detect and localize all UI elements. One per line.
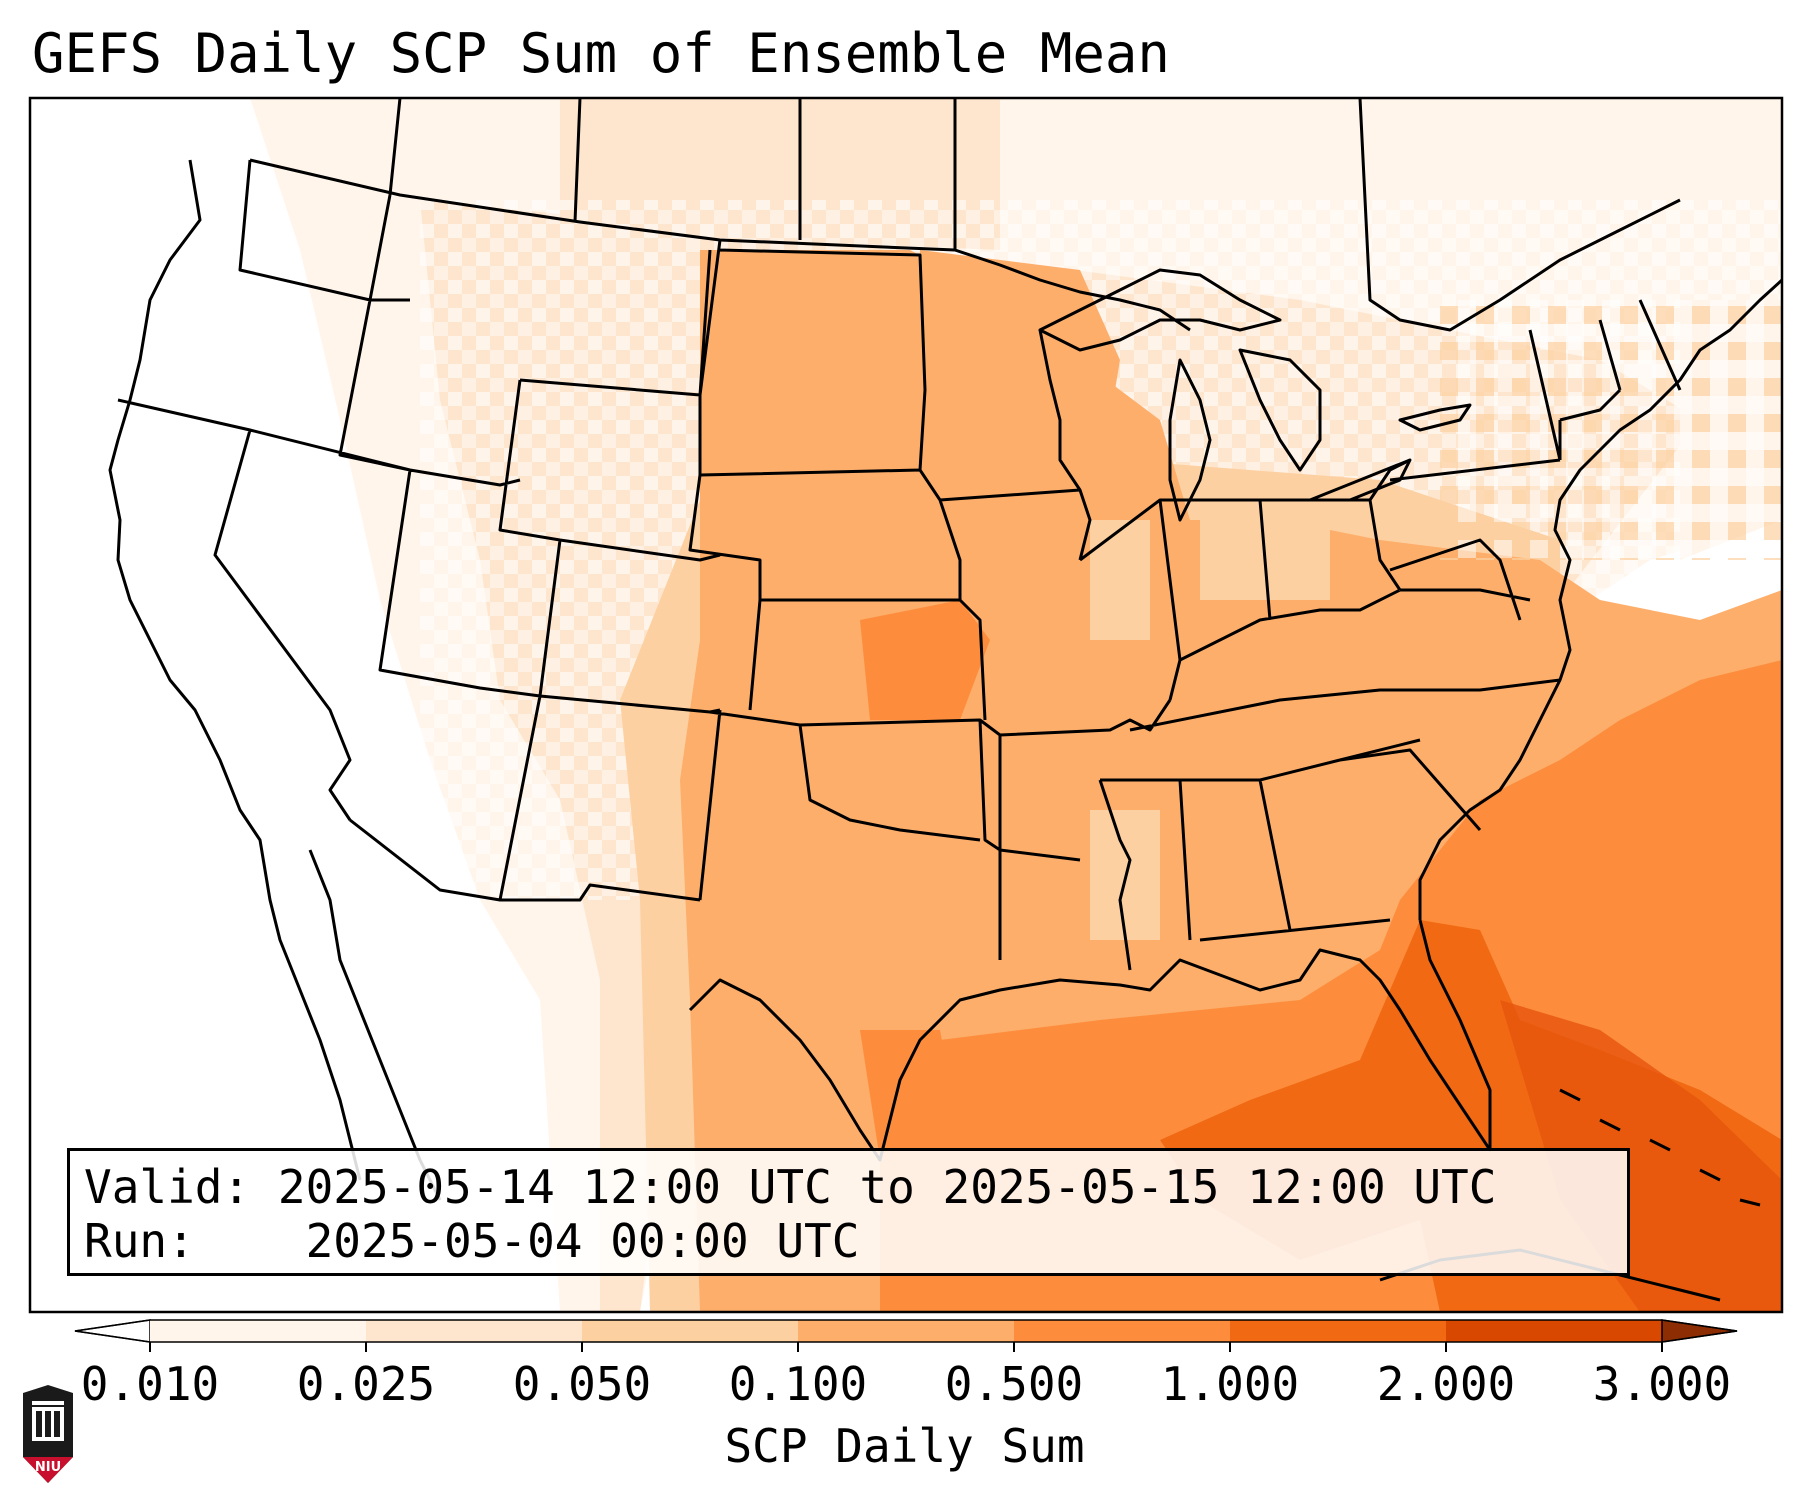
valid-info-box: Valid: 2025-05-14 12:00 UTC to 2025-05-1… [67, 1148, 1630, 1276]
map-frame [28, 96, 1784, 1314]
colorbar-tick-label: 0.010 [80, 1357, 220, 1411]
lake-ontario [1398, 403, 1472, 432]
west-coast [108, 159, 362, 1181]
valid-label: Valid: [84, 1160, 251, 1214]
colorbar-tick-label: 2.000 [1376, 1357, 1516, 1411]
colorbar-bin-6 [1230, 1320, 1447, 1342]
colorbar-tick-label: 3.000 [1592, 1357, 1732, 1411]
valid-line: Valid: 2025-05-14 12:00 UTC to 2025-05-1… [84, 1161, 1496, 1213]
colorbar-bin-1 [150, 1320, 367, 1342]
colorbar-tick-label: 0.500 [944, 1357, 1084, 1411]
colorbar [74, 1319, 1738, 1352]
boundary-lines [108, 98, 1782, 1302]
shade-bin-4c [920, 250, 1120, 480]
lake-superior [1038, 268, 1282, 352]
gulf-coast [688, 919, 1492, 1162]
colorbar-bin-2 [366, 1320, 583, 1342]
niu-logo-icon: NIU [23, 1385, 73, 1483]
colorbar-label: SCP Daily Sum [724, 1419, 1085, 1473]
colorbar-over-arrow [1661, 1319, 1738, 1343]
province-lines [388, 98, 1681, 332]
niu-logo-text: NIU [35, 1460, 61, 1475]
shade-bin-4b [700, 250, 900, 420]
colorbar-bin-4 [798, 1320, 1015, 1342]
colorbar-bin-5 [1014, 1320, 1231, 1342]
state-lines [117, 159, 1682, 971]
page-title: GEFS Daily SCP Sum of Ensemble Mean [32, 22, 1170, 85]
colorbar-tick-label: 0.100 [728, 1357, 868, 1411]
run-line: Run: 2025-05-04 00:00 UTC [84, 1215, 859, 1267]
valid-value: 2025-05-14 12:00 UTC to 2025-05-15 12:00… [277, 1160, 1497, 1214]
east-coast [1418, 278, 1782, 920]
run-value: 2025-05-04 00:00 UTC [305, 1214, 860, 1268]
colorbar-tick-label: 0.025 [296, 1357, 436, 1411]
colorbar-bin-3 [582, 1320, 799, 1342]
colorbar-tick-label: 1.000 [1160, 1357, 1300, 1411]
colorbar-tick-label: 0.050 [512, 1357, 652, 1411]
colorbar-bin-7 [1446, 1320, 1663, 1342]
us-canada-border [249, 158, 1191, 332]
run-label: Run: [84, 1214, 195, 1268]
scp-shading [30, 98, 1782, 1312]
colorbar-under-arrow [74, 1319, 151, 1343]
lake-huron [1238, 348, 1322, 472]
shade-bin-5 [860, 600, 990, 720]
